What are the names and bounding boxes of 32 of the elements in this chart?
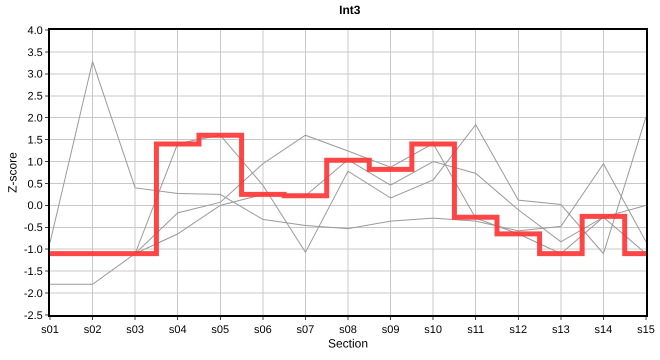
y-tick-label: 1.0	[28, 156, 43, 168]
x-tick-label: s09	[382, 324, 400, 336]
y-axis-title: Z-score	[6, 152, 20, 193]
y-tick-label: -0.5	[24, 222, 43, 234]
x-tick-label: s11	[467, 324, 484, 336]
x-tick-label: s03	[126, 324, 144, 336]
y-tick-label: 1.5	[28, 134, 43, 146]
x-tick-label: s15	[637, 324, 655, 336]
x-tick-label: s12	[509, 324, 528, 336]
x-tick-label: s05	[211, 324, 230, 336]
x-tick-label: s14	[594, 324, 612, 336]
x-tick-label: s06	[254, 324, 272, 336]
x-tick-label: s01	[41, 324, 59, 336]
chart-title: Int3	[339, 2, 361, 17]
y-tick-label: 3.0	[28, 68, 43, 81]
y-tick-label: 0.5	[28, 178, 43, 190]
x-tick-label: s04	[168, 324, 187, 336]
y-tick-label: 2.5	[28, 90, 43, 103]
y-tick-label: -1.0	[24, 244, 43, 256]
x-tick-label: s10	[424, 324, 442, 336]
y-tick-label: -1.5	[24, 266, 43, 278]
y-tick-label: 4.0	[28, 24, 43, 37]
y-tick-label: -2.5	[24, 310, 43, 322]
y-tick-label: 0.0	[28, 200, 43, 212]
x-tick-label: s02	[84, 324, 102, 336]
x-axis-title: Section	[328, 336, 368, 351]
x-tick-label: s07	[296, 324, 314, 336]
y-tick-label: -2.0	[24, 288, 43, 300]
x-tick-label: s13	[552, 324, 570, 336]
y-tick-label: 2.0	[28, 112, 43, 125]
y-tick-label: 3.5	[28, 46, 43, 59]
x-tick-label: s08	[339, 324, 357, 336]
